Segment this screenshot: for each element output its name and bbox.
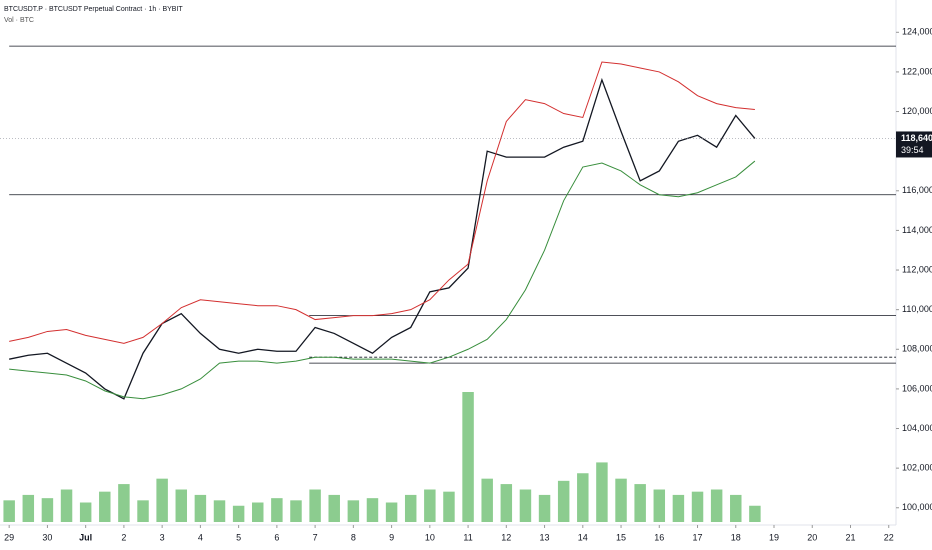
volume-bar [118, 484, 130, 522]
volume-bar [137, 500, 149, 522]
y-tick-label: 102,000.0 [902, 463, 932, 473]
x-tick-label: 21 [845, 532, 855, 542]
x-tick-label: 6 [274, 532, 279, 542]
x-tick-label: 8 [351, 532, 356, 542]
chart-title: BTCUSDT.P · BTCUSDT Perpetual Contract ·… [4, 6, 183, 13]
volume-bar [596, 462, 608, 522]
x-tick-label: 9 [389, 532, 394, 542]
volume-bar [519, 489, 532, 522]
y-tick-label: 104,000.0 [902, 423, 932, 433]
volume-bar [194, 494, 207, 522]
x-tick-label: 16 [654, 532, 664, 542]
volume-bar [749, 505, 761, 522]
volume-bar [424, 489, 436, 522]
volume-bar [22, 494, 35, 522]
volume-bar [99, 491, 111, 522]
volume-bar [3, 500, 15, 522]
y-tick-label: 122,000.0 [902, 66, 932, 76]
volume-bar [710, 489, 723, 522]
volume-bar [156, 478, 168, 522]
volume-bar [404, 494, 417, 522]
y-tick-label: 114,000.0 [902, 225, 932, 235]
volume-bar [79, 502, 92, 522]
volume-bar [60, 489, 73, 522]
volume-bar [672, 494, 685, 522]
volume-bar [290, 500, 302, 522]
x-tick-label: 11 [463, 532, 472, 542]
volume-bar [634, 484, 646, 522]
x-tick-label: 4 [198, 532, 203, 542]
volume-bar [271, 498, 283, 522]
x-tick-label: 2 [121, 532, 126, 542]
x-tick-label: 5 [236, 532, 241, 542]
volume-bar [462, 392, 474, 522]
volume-bar [309, 489, 321, 522]
y-tick-label: 112,000.0 [902, 264, 932, 274]
y-tick-label: 106,000.0 [902, 383, 932, 393]
y-tick-label: 124,000.0 [902, 27, 932, 37]
y-tick-label: 108,000.0 [902, 344, 932, 354]
price-line [9, 77, 756, 400]
band-line [9, 160, 756, 400]
x-tick-label: 14 [578, 532, 588, 542]
volume-bar [557, 480, 570, 522]
y-tick-label: 110,000.0 [902, 304, 932, 314]
x-tick-label: 12 [501, 532, 511, 542]
volume-bar [385, 502, 398, 522]
volume-bar [213, 500, 226, 522]
volume-bar [347, 500, 360, 522]
volume-bar [615, 478, 627, 522]
volume-bar [653, 489, 666, 522]
x-tick-label: 13 [540, 532, 550, 542]
volume-bar [481, 478, 493, 522]
volume-bar [577, 473, 589, 522]
volume-bar [500, 484, 513, 522]
x-tick-label: 30 [42, 532, 52, 542]
x-tick-label: Jul [79, 532, 92, 542]
x-tick-label: 17 [693, 532, 703, 542]
volume-bar [366, 498, 379, 522]
y-tick-label: 120,000.0 [902, 106, 932, 116]
y-tick-label: 116,000.0 [902, 185, 932, 195]
band-line [9, 61, 755, 344]
x-tick-label: 7 [313, 532, 318, 542]
last-price-label: 118,640.9 [901, 133, 932, 143]
x-tick-label: 20 [807, 532, 817, 542]
x-tick-label: 22 [884, 532, 894, 542]
volume-bar [175, 489, 188, 522]
x-tick-label: 15 [616, 532, 626, 542]
volume-bar [538, 494, 551, 522]
x-tick-label: 3 [160, 532, 165, 542]
volume-bar [232, 505, 245, 522]
volume-bar [691, 491, 704, 522]
volume-bar [252, 502, 264, 522]
x-tick-label: 10 [425, 532, 435, 542]
last-price-box [896, 131, 932, 158]
y-tick-label: 100,000.0 [902, 502, 932, 512]
countdown: 39:54 [901, 145, 924, 155]
volume-bar [730, 494, 742, 522]
volume-bar [443, 491, 455, 522]
volume-label: Vol · BTC [4, 17, 34, 24]
volume-bar [328, 494, 340, 522]
x-tick-label: 19 [769, 532, 779, 542]
volume-bar [41, 498, 54, 522]
x-tick-label: 29 [4, 532, 14, 542]
x-tick-label: 18 [731, 532, 741, 542]
